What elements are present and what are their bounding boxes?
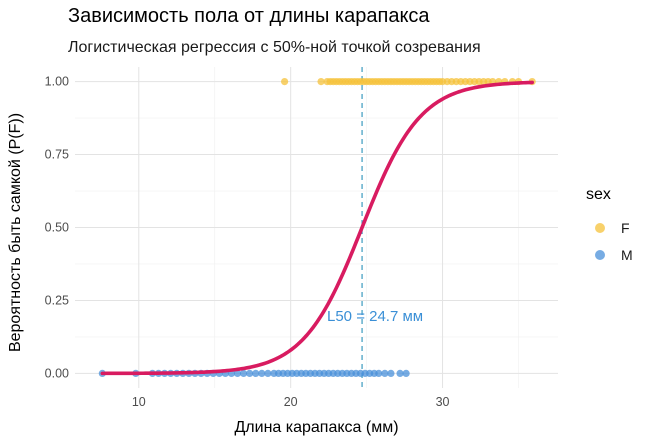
point-m [233, 369, 242, 378]
legend-key-m [595, 249, 605, 260]
point-m [396, 369, 404, 378]
chart-title: Зависимость пола от длины карапакса [68, 5, 430, 27]
point-m [246, 369, 254, 378]
point-m [258, 369, 266, 378]
x-tick-label: 10 [132, 395, 146, 409]
point-f [317, 77, 325, 86]
point-m [264, 369, 272, 378]
x-tick-label: 20 [284, 395, 298, 409]
legend-label-m: M [621, 246, 633, 263]
point-m [239, 369, 248, 378]
l50-annotation: L50 = 24.7 мм [327, 308, 423, 325]
point-m [375, 369, 383, 378]
legend: sex F M [586, 186, 633, 268]
y-tick-label: 0.75 [45, 148, 69, 162]
x-tick-label: 30 [436, 395, 450, 409]
logistic-fit-curve [100, 80, 534, 376]
y-tick-label: 0.25 [45, 293, 69, 307]
y-axis-title: Вероятность быть самкой (P(F)) [7, 113, 24, 352]
legend-label-f: F [621, 219, 630, 236]
legend-item-m: M [586, 241, 633, 268]
point-f [281, 77, 289, 86]
series-f [281, 77, 536, 86]
point-m [381, 369, 389, 378]
point-m [387, 369, 395, 378]
point-m [402, 369, 410, 378]
point-m [252, 369, 260, 378]
legend-title: sex [586, 186, 611, 203]
chart-subtitle: Логистическая регрессия с 50%-ной точкой… [68, 39, 481, 56]
legend-key-f [595, 222, 605, 233]
y-tick-label: 0.00 [45, 366, 69, 380]
y-tick-label: 0.50 [45, 221, 69, 235]
x-axis-title: Длина карапакса (мм) [234, 419, 398, 436]
y-tick-label: 1.00 [45, 75, 69, 89]
legend-item-f: F [586, 214, 633, 241]
